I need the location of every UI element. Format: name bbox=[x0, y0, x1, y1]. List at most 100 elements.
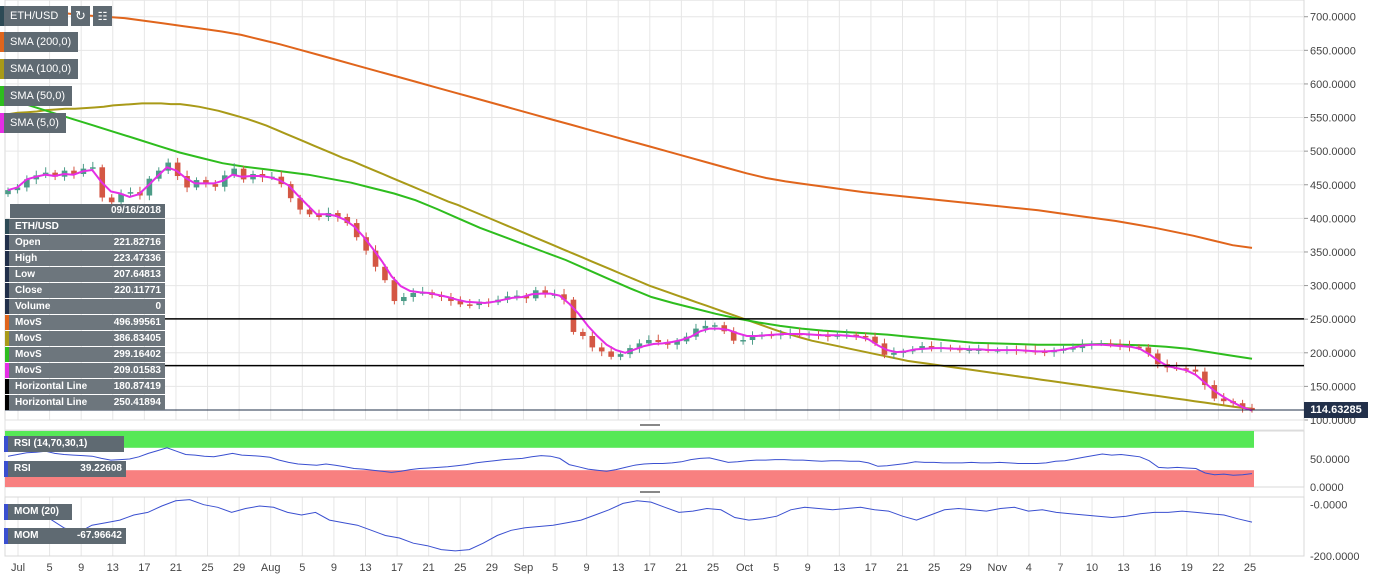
candle-body bbox=[523, 295, 530, 299]
candle-body bbox=[466, 304, 473, 306]
x-tick-label: 21 bbox=[170, 562, 182, 574]
candle-body bbox=[118, 193, 124, 203]
candle-body bbox=[589, 335, 596, 348]
refresh-button[interactable]: ↻ bbox=[71, 6, 90, 26]
data-window-row: MovS 496.99561 bbox=[5, 315, 165, 330]
x-tick-label: 29 bbox=[233, 562, 245, 574]
overlay-badge-3[interactable]: SMA (5,0) bbox=[0, 113, 66, 133]
y-tick-label: 600.0000 bbox=[1310, 79, 1356, 91]
data-window-label: High bbox=[15, 253, 38, 264]
x-tick-label: 9 bbox=[584, 562, 590, 574]
x-tick-label: 9 bbox=[78, 562, 84, 574]
x-tick-label: 25 bbox=[1244, 562, 1256, 574]
symbol-text: ETH/USD bbox=[10, 10, 59, 22]
data-window-value: 220.11771 bbox=[114, 285, 161, 296]
candle-body bbox=[749, 336, 756, 341]
data-window-row: Horizontal Line 180.87419 bbox=[5, 379, 165, 394]
candlestick-icon: ☷ bbox=[97, 11, 108, 23]
x-tick-label: 16 bbox=[1149, 562, 1161, 574]
y-tick-label: 500.0000 bbox=[1310, 146, 1356, 158]
candle-body bbox=[212, 184, 219, 187]
y-tick-label: 250.0000 bbox=[1310, 314, 1356, 326]
main-panel-frame bbox=[4, 0, 1305, 421]
data-window-row: MovS 386.83405 bbox=[5, 331, 165, 346]
data-window-label: Horizontal Line bbox=[15, 381, 88, 392]
candle-body bbox=[391, 280, 398, 302]
candle-body bbox=[287, 184, 294, 199]
candle-body bbox=[598, 347, 605, 352]
x-tick-label: 7 bbox=[1057, 562, 1063, 574]
data-window-row: Open 221.82716 bbox=[5, 235, 165, 250]
candle-body bbox=[306, 209, 313, 215]
data-window-value: 221.82716 bbox=[113, 237, 161, 248]
x-tick-label: 5 bbox=[773, 562, 779, 574]
x-tick-label: 25 bbox=[928, 562, 940, 574]
chart-type-button[interactable]: ☷ bbox=[93, 6, 112, 26]
data-window-label: Low bbox=[15, 269, 35, 280]
candle-body bbox=[231, 168, 237, 176]
candle-body bbox=[928, 346, 935, 348]
candle-body bbox=[297, 198, 303, 210]
data-window-row: Close 220.11771 bbox=[5, 283, 165, 298]
candle-body bbox=[730, 331, 737, 341]
overlay-color-swatch bbox=[0, 59, 4, 79]
data-window-swatch bbox=[5, 395, 9, 410]
x-tick-label: 9 bbox=[331, 562, 337, 574]
data-window-symbol-row: ETH/USD bbox=[5, 219, 165, 234]
x-tick-label: 19 bbox=[1181, 562, 1193, 574]
mom-y-tick-label: -0.0000 bbox=[1310, 500, 1347, 512]
rsi-line bbox=[7, 447, 1253, 476]
candle-body bbox=[862, 335, 869, 338]
rsi-title-badge[interactable]: RSI (14,70,30,1) bbox=[4, 436, 124, 452]
candle-body bbox=[1136, 346, 1142, 349]
x-tick-label: Jul bbox=[11, 562, 25, 574]
data-window-swatch bbox=[5, 283, 9, 298]
data-window-swatch bbox=[5, 267, 9, 282]
candle-body bbox=[570, 299, 577, 332]
x-tick-label: 17 bbox=[391, 562, 403, 574]
data-window-value: 180.87419 bbox=[113, 381, 161, 392]
candle-body bbox=[891, 352, 897, 355]
overlay-badge-0[interactable]: SMA (200,0) bbox=[0, 32, 78, 52]
candle-body bbox=[1145, 347, 1152, 354]
candle-body bbox=[1202, 371, 1208, 386]
data-window-value: 299.16402 bbox=[113, 349, 161, 360]
data-window-label: Open bbox=[15, 237, 41, 248]
candle-body bbox=[108, 197, 115, 203]
data-window-row: MovS 299.16402 bbox=[5, 347, 165, 362]
rsi-y-tick-label: 0.0000 bbox=[1310, 482, 1344, 494]
candle-body bbox=[655, 340, 662, 343]
data-window-row: High 223.47336 bbox=[5, 251, 165, 266]
data-window-symbol: ETH/USD bbox=[15, 221, 59, 232]
overlay-badge-2[interactable]: SMA (50,0) bbox=[0, 86, 72, 106]
x-tick-label: Aug bbox=[261, 562, 281, 574]
data-window-row: Horizontal Line 250.41894 bbox=[5, 395, 165, 410]
candle-body bbox=[542, 290, 548, 295]
candle-body bbox=[71, 170, 77, 174]
y-tick-label: 650.0000 bbox=[1310, 45, 1356, 57]
overlay-label: SMA (200,0) bbox=[10, 36, 72, 48]
symbol-label[interactable]: ETH/USD bbox=[0, 6, 68, 26]
mom-title: MOM (20) bbox=[14, 506, 59, 517]
x-tick-label: 17 bbox=[644, 562, 656, 574]
overlay-color-swatch bbox=[0, 32, 4, 52]
candle-body bbox=[1183, 368, 1189, 370]
overlay-label: SMA (5,0) bbox=[10, 117, 59, 129]
mom-y-tick-label: -200.0000 bbox=[1310, 551, 1360, 563]
data-window-value: 209.01583 bbox=[113, 365, 161, 376]
overlay-badge-1[interactable]: SMA (100,0) bbox=[0, 59, 78, 79]
x-tick-label: 13 bbox=[612, 562, 624, 574]
mom-label: MOM bbox=[14, 530, 39, 541]
y-tick-label: 350.0000 bbox=[1310, 247, 1356, 259]
candle-body bbox=[1070, 348, 1076, 350]
y-tick-label: 300.0000 bbox=[1310, 281, 1356, 293]
data-window-value: 207.64813 bbox=[113, 269, 161, 280]
candle-body bbox=[872, 336, 878, 344]
x-tick-label: Nov bbox=[988, 562, 1008, 574]
rsi-value-badge: RSI 39.22608 bbox=[4, 461, 126, 477]
mom-title-badge[interactable]: MOM (20) bbox=[4, 504, 72, 520]
y-tick-label: 200.0000 bbox=[1310, 348, 1356, 360]
x-tick-label: 25 bbox=[707, 562, 719, 574]
candle-body bbox=[127, 192, 134, 194]
